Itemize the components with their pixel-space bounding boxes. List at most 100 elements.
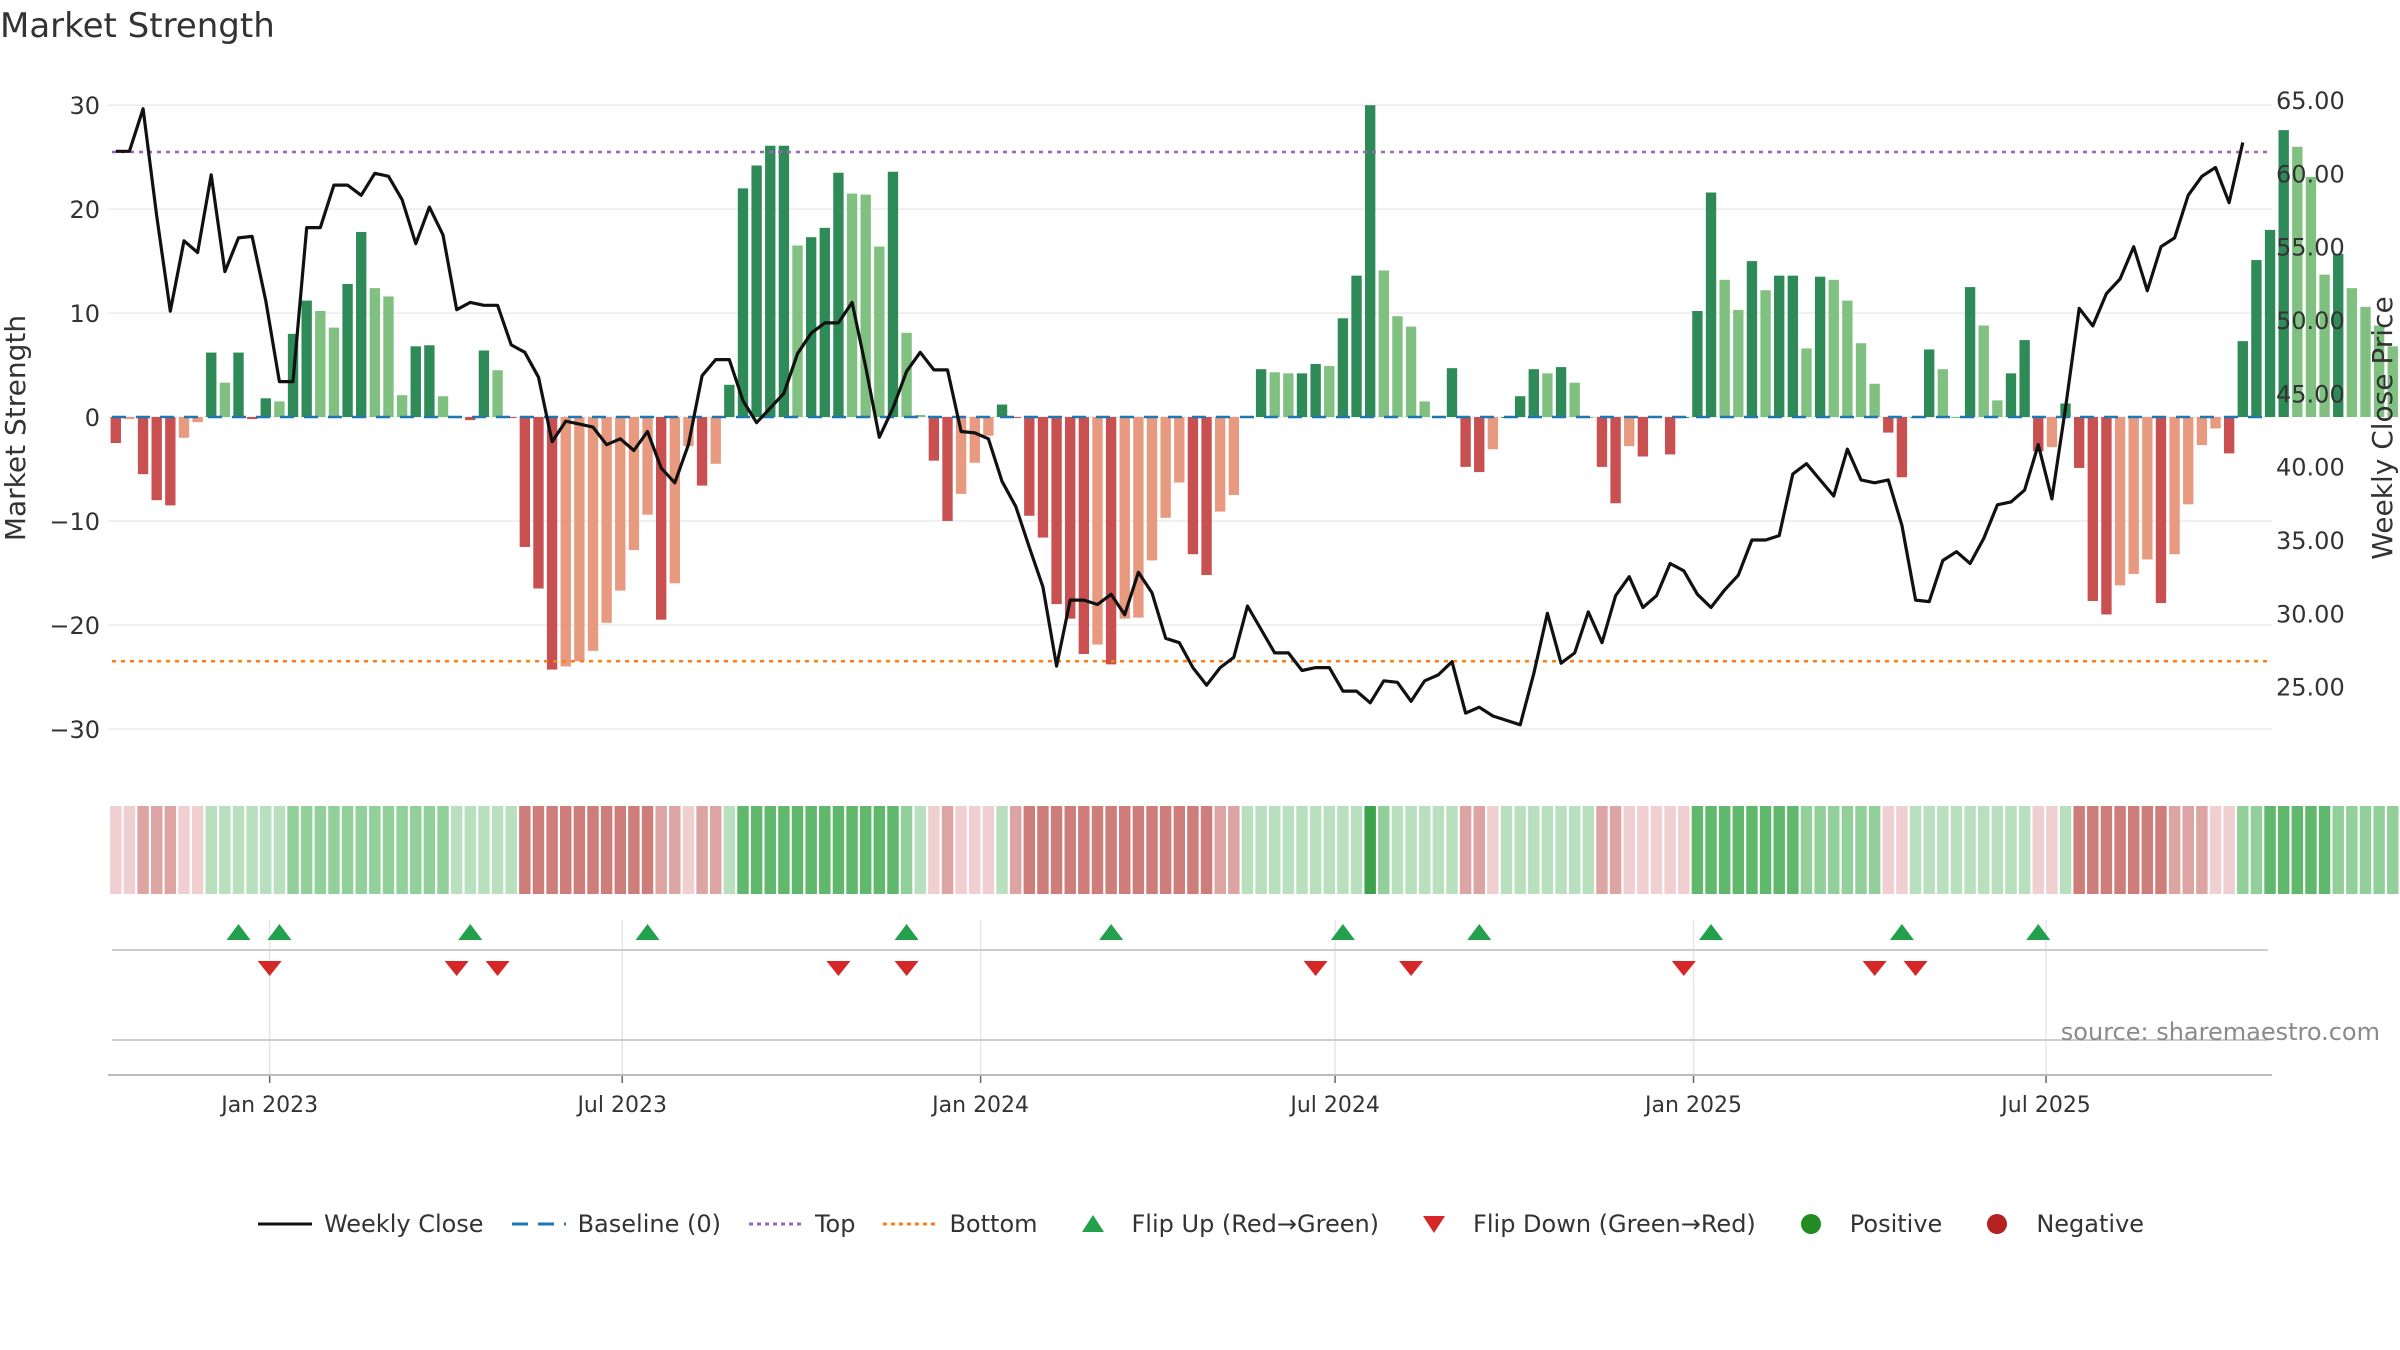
strength-bar (465, 417, 476, 421)
flip-up-marker (1330, 924, 1355, 940)
heat-cell (600, 806, 613, 894)
strength-bar (2142, 417, 2153, 560)
heat-cell (205, 806, 217, 894)
strength-bar (1337, 318, 1349, 418)
strength-bar (710, 417, 721, 464)
heat-cell (1037, 806, 1049, 894)
heat-cell (2073, 806, 2085, 894)
heat-cell (219, 806, 231, 894)
strength-bar (669, 417, 680, 584)
legend-label: Top (814, 1210, 856, 1238)
heat-cell (246, 806, 258, 894)
heat-cell (1105, 806, 1117, 894)
strength-bar (178, 417, 190, 438)
heat-cell (519, 806, 531, 894)
strength-bar (1719, 279, 1730, 418)
x-tick-label: Jul 2025 (1999, 1093, 2091, 1118)
heat-cell (505, 806, 517, 894)
heat-cell (1773, 806, 1785, 894)
heat-cell (2291, 806, 2304, 894)
strength-bar (1201, 417, 1212, 575)
heat-cell (1964, 806, 1976, 894)
dotted-line-icon (748, 1222, 803, 1226)
heat-cell (1896, 806, 1908, 894)
strength-bar (233, 352, 244, 418)
heat-cell (2182, 806, 2194, 894)
heat-cell (1228, 806, 1240, 894)
strength-bar (737, 188, 749, 418)
heat-cell (914, 806, 926, 894)
heat-cell (1323, 806, 1335, 894)
heat-cell (1664, 806, 1676, 894)
strength-bar (996, 404, 1008, 418)
heat-cell (1023, 806, 1036, 894)
axes-layer: 30 20 10 0 −10 −20 −30 65.00 60.00 55.00 50.00 45.0… (49, 87, 2344, 1118)
strength-bar (2183, 417, 2194, 505)
y-tick-label: 30 (69, 92, 100, 120)
strength-bar (2169, 417, 2180, 555)
dot-icon (1987, 1214, 2008, 1234)
heat-cell (450, 806, 463, 894)
strength-bar (1228, 417, 1240, 495)
x-tick-label: Jul 2024 (1288, 1093, 1380, 1118)
strength-bar (478, 350, 490, 418)
strength-bar (2210, 417, 2221, 429)
strength-bar (1092, 417, 1103, 645)
flip-up-marker (226, 924, 251, 940)
strength-bar (1255, 369, 1267, 418)
heat-cell (2387, 806, 2399, 894)
strength-bar (301, 300, 312, 418)
heat-cell (1446, 806, 1458, 894)
heat-cell (1882, 806, 1895, 894)
strength-bar (219, 382, 231, 418)
strength-bar (260, 398, 271, 418)
heat-cell (1841, 806, 1854, 894)
strength-bar (1733, 309, 1744, 418)
strength-bar (2251, 260, 2262, 418)
heat-cell (955, 806, 967, 894)
strength-bar (2019, 340, 2030, 418)
strength-bar (696, 417, 708, 486)
strength-bar (246, 417, 258, 420)
strength-bar (1964, 287, 1976, 418)
legend-top: Top (747, 1210, 856, 1238)
flip-down-marker (1399, 961, 1424, 976)
legend-label: Bottom (949, 1210, 1038, 1238)
heat-cell (873, 806, 886, 894)
strength-bar (2087, 417, 2098, 601)
strength-bar (601, 417, 612, 623)
heat-cell (1459, 806, 1472, 894)
strength-bar (1787, 275, 1799, 418)
heat-cell (2264, 806, 2276, 894)
strength-bar (1310, 364, 1321, 418)
heat-cell (2032, 806, 2044, 894)
heat-cell (260, 806, 272, 894)
x-tick-label: Jan 2023 (219, 1093, 318, 1118)
heat-cell (2127, 806, 2140, 894)
strength-bar (1624, 417, 1635, 447)
heat-cell (2155, 806, 2167, 894)
strength-bar (1174, 417, 1185, 483)
heat-cell (1828, 806, 1840, 894)
strength-bar (887, 171, 899, 418)
heat-cell (1909, 806, 1922, 894)
heat-cell (1814, 806, 1826, 894)
strength-bar (533, 417, 544, 589)
heat-cell (1541, 806, 1554, 894)
strength-bar (1392, 316, 1403, 418)
strength-bar (1883, 417, 1894, 433)
strength-bar (983, 417, 994, 436)
flip-up-marker (894, 924, 919, 940)
strength-bar (1324, 366, 1335, 418)
strength-bar (1187, 417, 1199, 555)
strength-bar (1801, 348, 1812, 418)
strength-bar (2237, 341, 2248, 418)
line-swatch-icon (257, 1222, 312, 1226)
heat-cell (1378, 806, 1390, 894)
strength-bar (1119, 417, 1130, 619)
heat-cell (2141, 806, 2154, 894)
strength-bar (519, 417, 531, 547)
strength-bar (955, 417, 967, 494)
heat-cell (2277, 806, 2290, 894)
strength-bar (1692, 310, 1703, 418)
